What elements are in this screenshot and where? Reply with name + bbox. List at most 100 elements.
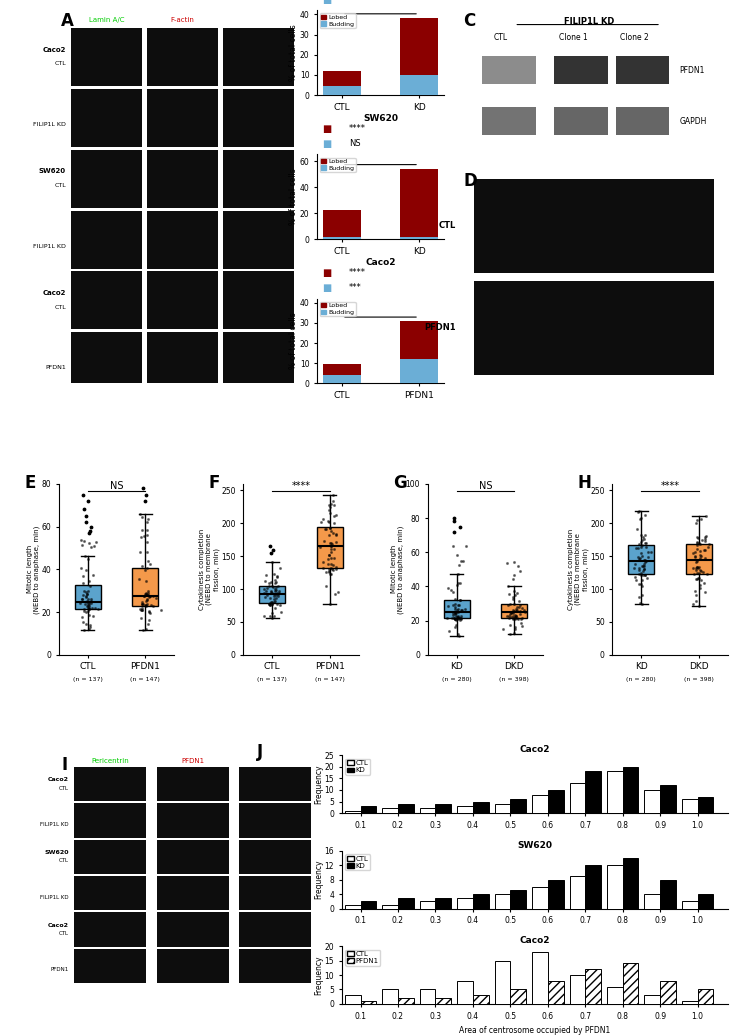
Point [454,611,466,627]
Text: ****: **** [292,480,310,491]
Bar [323,210,362,237]
Point [259,589,270,605]
Point [137,622,149,639]
Text: NS: NS [478,480,492,491]
Bar [607,986,623,1004]
Point [448,596,460,613]
Point [270,600,282,617]
Point [498,621,509,638]
Point [689,549,700,565]
Point [320,563,332,580]
Bar [147,28,218,86]
Point [514,603,526,620]
Bar [157,839,229,875]
Bar [435,897,451,909]
Text: FILIP1L KD: FILIP1L KD [40,822,69,827]
Bar [74,949,146,983]
Point [266,578,278,594]
Bar [147,89,218,147]
Point [702,538,714,555]
Point [508,566,520,583]
Point [501,555,513,571]
Point [83,597,95,614]
Point [318,554,329,570]
Point [629,556,641,572]
Legend: Lobed, Budding: Lobed, Budding [320,157,356,172]
Bar [495,804,510,814]
Bar [682,901,698,909]
Point [141,513,153,530]
Point [81,585,93,601]
Point [266,596,278,613]
Point [638,561,650,578]
Point [142,510,154,527]
Bar [548,981,564,1004]
Text: Caco2: Caco2 [48,777,69,782]
Point [694,543,706,560]
Point [507,590,519,607]
Point [513,599,525,616]
Legend: CTL, KD: CTL, KD [345,854,370,870]
Point [640,534,652,551]
Point [259,572,270,589]
Point [320,521,332,537]
Point [85,591,97,608]
Bar [400,237,438,239]
Point [144,587,156,603]
Point [136,596,148,613]
Point [501,608,513,624]
Point [639,527,651,543]
Point [79,596,90,613]
Point [456,553,467,569]
Bar [482,107,536,136]
Text: E: E [24,474,35,492]
PathPatch shape [444,600,470,618]
Bar [157,913,229,947]
Point [639,552,651,568]
Point [453,610,465,626]
Text: C: C [464,11,476,30]
Point [76,609,88,625]
Point [137,596,148,613]
PathPatch shape [75,585,101,609]
Point [509,611,520,627]
Bar [71,211,142,268]
Bar [645,996,660,1004]
Point [328,497,340,513]
Point [82,493,94,509]
Point [513,592,525,609]
Point [325,566,337,583]
Point [268,586,280,602]
Text: ■: ■ [322,140,331,149]
Bar [239,767,311,801]
Bar [157,767,229,801]
Bar [570,975,585,1004]
Bar [532,952,548,1004]
Legend: Lobed, Budding: Lobed, Budding [320,13,356,28]
Point [451,546,462,563]
Bar [682,1001,698,1004]
Point [514,597,526,614]
Text: PFDN1: PFDN1 [424,324,456,332]
Point [693,570,705,587]
Point [323,520,335,536]
Point [273,583,285,599]
Point [691,570,703,587]
Point [636,539,648,556]
Point [632,549,644,565]
Bar [698,989,714,1004]
Point [264,596,276,613]
Bar [495,894,510,909]
Point [265,593,277,610]
Point [82,591,94,608]
Text: (n = 137): (n = 137) [73,677,103,682]
Point [635,527,647,543]
Text: ****: **** [661,480,679,491]
Text: NS: NS [349,140,360,148]
Point [271,568,283,585]
Point [78,501,90,518]
Point [78,622,90,639]
Point [139,562,151,579]
Point [700,508,712,525]
Point [141,587,153,603]
